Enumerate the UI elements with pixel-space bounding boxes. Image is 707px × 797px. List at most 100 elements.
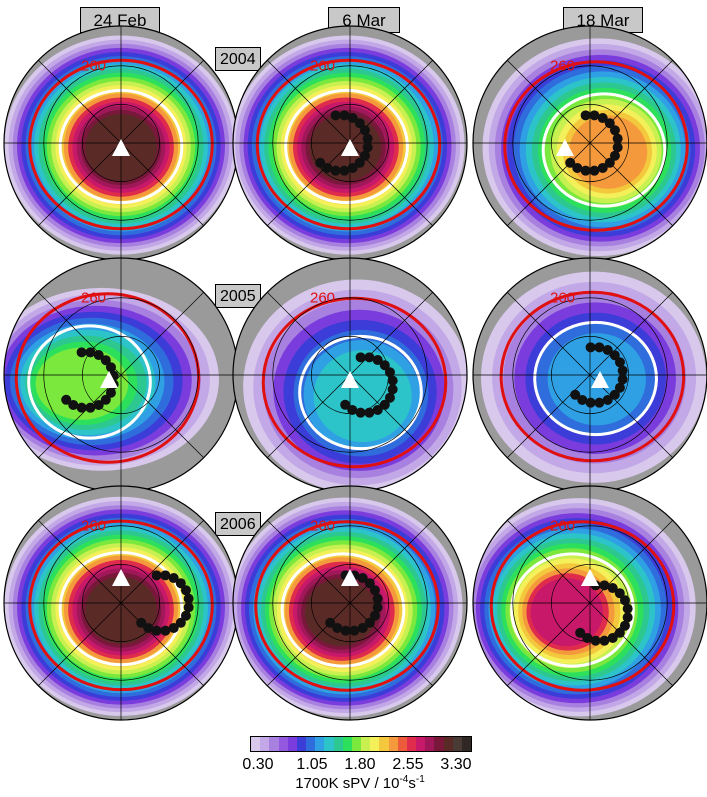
station-dot (175, 617, 186, 628)
station-dot (364, 407, 375, 418)
north-pole-marker (341, 569, 359, 586)
station-dot (100, 394, 111, 405)
station-dot (175, 578, 186, 589)
station-dot (585, 397, 596, 408)
station-dot (614, 588, 625, 599)
station-dot (607, 632, 618, 643)
colorbar-swatch (315, 737, 325, 751)
station-dot (349, 625, 360, 636)
contour-label-260: 260 (310, 289, 335, 306)
station-dot (607, 583, 618, 594)
station-dot (372, 355, 383, 366)
year-label-2004: 2004 (215, 47, 261, 71)
station-dot (372, 593, 383, 604)
station-dot (364, 578, 375, 589)
north-pole-marker (581, 569, 599, 586)
station-dot (180, 610, 191, 621)
colorbar-swatch (269, 737, 279, 751)
station-dot (151, 570, 162, 581)
north-pole-marker (556, 139, 574, 156)
station-dot (619, 595, 630, 606)
colorbar-label-main: 1700K sPV / 10 (295, 775, 400, 792)
station-dot (609, 350, 620, 361)
north-pole-marker (100, 371, 118, 388)
colorbar-tick-label: 3.30 (440, 756, 472, 773)
station-dot (359, 125, 370, 136)
station-dot (354, 157, 365, 168)
colorbar-swatch (251, 737, 261, 751)
station-dot (93, 350, 104, 361)
station-dot (355, 352, 366, 363)
station-dot (612, 142, 623, 153)
colorbar-label-unit: s (408, 775, 416, 792)
station-dot (597, 113, 608, 124)
station-dot (330, 110, 341, 121)
north-pole-marker (112, 569, 130, 586)
meridian-line (507, 60, 673, 226)
station-dot (594, 342, 605, 353)
station-dot (585, 342, 596, 353)
polar-map-2006-18mar: 260 (471, 484, 707, 722)
colorbar-swatch (434, 737, 444, 751)
station-dot (315, 157, 326, 168)
station-dot (347, 162, 358, 173)
colorbar-ticks: 0.30 1.05 1.80 2.55 3.30 (230, 756, 490, 776)
north-pole-marker (112, 139, 130, 156)
station-dot (347, 113, 358, 124)
station-dot (565, 157, 576, 168)
polar-map-2006-6mar: 260 (231, 484, 469, 722)
station-dot (85, 347, 96, 358)
polar-map-2005-24feb: 260 (2, 256, 240, 494)
contour-label-260: 260 (310, 57, 335, 74)
colorbar-swatch (452, 737, 462, 751)
colorbar-swatch (287, 737, 297, 751)
station-dot (384, 367, 395, 378)
station-dot (330, 165, 341, 176)
station-dot (580, 165, 591, 176)
station-dot (105, 387, 116, 398)
station-dot (572, 162, 583, 173)
station-dot (332, 622, 343, 633)
meridian-line (38, 292, 204, 458)
colorbar-swatch (388, 737, 398, 751)
station-dot (614, 627, 625, 638)
colorbar-swatch (425, 737, 435, 751)
station-dot (369, 585, 380, 596)
station-dot (379, 399, 390, 410)
red-contour-260 (14, 292, 201, 464)
station-dot (61, 394, 72, 405)
colorbar-swatch (333, 737, 343, 751)
station-dot (594, 397, 605, 408)
station-dot (136, 617, 147, 628)
colorbar-tick-label: 2.55 (392, 756, 424, 773)
station-dot (612, 133, 623, 144)
station-dot (617, 365, 628, 376)
colorbar-swatch (406, 737, 417, 751)
station-dot (614, 382, 625, 393)
station-dot (379, 360, 390, 371)
station-dot (602, 394, 613, 405)
colorbar-swatch (278, 737, 288, 751)
station-dot (622, 603, 633, 614)
meridian-line (507, 520, 673, 686)
colorbar-label-exp: -4 (399, 774, 409, 785)
station-dot (340, 625, 351, 636)
colorbar-swatch (416, 737, 426, 751)
contour-label-260: 260 (81, 289, 106, 306)
station-dot (590, 635, 601, 646)
contour-label-260: 260 (310, 517, 335, 534)
station-dot (76, 402, 87, 413)
colorbar-swatch (370, 737, 380, 751)
meridian-line (38, 520, 204, 686)
station-dot (354, 118, 365, 129)
colorbar-swatch (342, 737, 352, 751)
colorbar-swatch (379, 737, 389, 751)
station-dot (372, 602, 383, 613)
north-pole-marker (341, 139, 359, 156)
station-dot (160, 625, 171, 636)
colorbar-label: 1700K sPV / 10-4s-1 (240, 774, 480, 792)
station-dot (364, 352, 375, 363)
colorbar-label-unit-exp: -1 (415, 774, 425, 785)
white-contour (541, 92, 667, 208)
white-contour (27, 324, 152, 440)
